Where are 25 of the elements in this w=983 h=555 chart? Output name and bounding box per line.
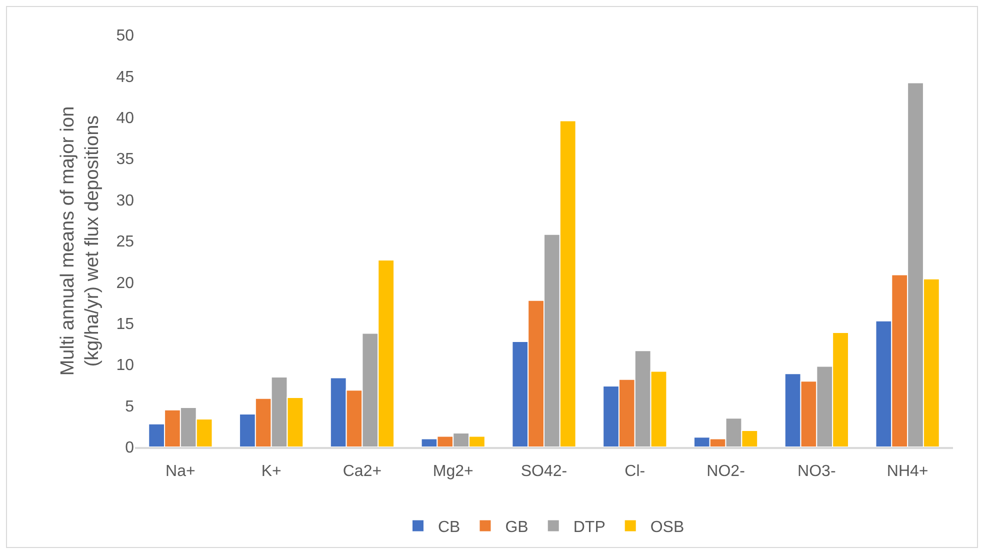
- y-tick-label: 5: [125, 398, 134, 416]
- x-tick-label: SO42-: [520, 463, 568, 480]
- y-tick-label: 25: [116, 234, 134, 251]
- legend-label: GB: [505, 518, 528, 536]
- y-tick-label: 15: [116, 316, 134, 333]
- y-axis-title: Multi annual means of major ion (kg/ha/yr) wet flux depositions: [57, 106, 104, 376]
- x-tick-label: K+: [261, 463, 282, 480]
- y-tick-label: 40: [116, 110, 134, 127]
- y-tick-label: 30: [116, 192, 134, 210]
- y-tick-label: 0: [125, 440, 134, 457]
- x-tick-label: NO3-: [798, 463, 836, 480]
- x-tick-label: Na+: [166, 463, 196, 480]
- legend-label: DTP: [573, 518, 606, 536]
- y-tick-label: 10: [116, 357, 134, 374]
- y-tick-label: 50: [116, 28, 134, 45]
- legend-label: CB: [438, 518, 460, 536]
- x-tick-label: NO2-: [706, 463, 745, 480]
- x-tick-label: Cl-: [624, 463, 646, 480]
- x-tick-label: NH4+: [886, 463, 928, 480]
- y-tick-label: 20: [116, 274, 134, 292]
- y-tick-label: 35: [116, 151, 134, 168]
- y-tick-label: 45: [116, 68, 134, 86]
- x-tick-label: Mg2+: [432, 463, 474, 480]
- legend-label: OSB: [650, 518, 684, 536]
- x-tick-label: Ca2+: [342, 463, 382, 480]
